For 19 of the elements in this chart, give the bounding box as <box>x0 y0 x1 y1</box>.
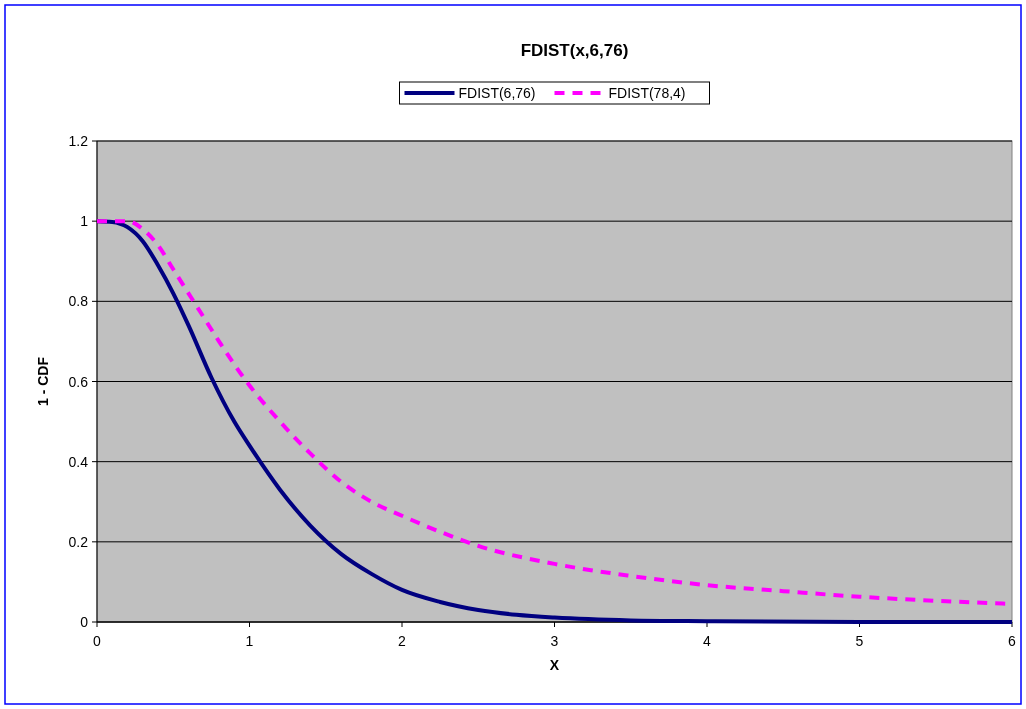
y-tick-label: 0.6 <box>68 373 89 390</box>
x-axis-title: X <box>549 657 560 673</box>
legend-label: FDIST(78,4) <box>608 85 686 101</box>
legend-label: FDIST(6,76) <box>458 85 536 101</box>
chart-title: FDIST(x,6,76) <box>520 41 629 60</box>
y-tick-label: 1 <box>80 213 89 230</box>
x-tick-label: 2 <box>398 633 407 649</box>
x-tick-label: 5 <box>855 633 864 649</box>
x-tick-label: 6 <box>1008 633 1017 649</box>
y-tick-label: 1.2 <box>68 133 89 149</box>
x-tick-label: 4 <box>703 633 712 649</box>
y-tick-label: 0.8 <box>68 293 89 310</box>
y-tick-label: 0 <box>80 614 89 630</box>
y-tick-label: 0.2 <box>68 533 89 550</box>
y-tick-label: 0.4 <box>68 453 89 470</box>
y-axis-title: 1 - CDF <box>35 356 51 406</box>
x-tick-label: 1 <box>245 633 254 649</box>
x-tick-label: 3 <box>550 633 559 649</box>
x-tick-label: 0 <box>93 633 102 649</box>
